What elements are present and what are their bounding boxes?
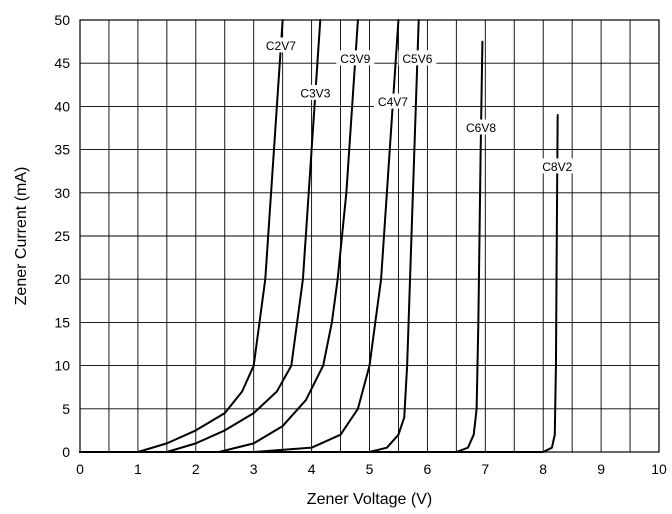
x-tick-labels: 0 1 2 3 4 5 6 7 8 9 10 bbox=[76, 461, 667, 477]
curves bbox=[79, 19, 559, 453]
x-tick-label-4: 4 bbox=[308, 461, 316, 477]
y-tick-label-4: 20 bbox=[54, 271, 70, 287]
y-tick-label-6: 30 bbox=[54, 185, 70, 201]
curve-c3v3 bbox=[79, 19, 322, 453]
curve-label-c3v9: C3V9 bbox=[340, 52, 370, 66]
y-tick-label-3: 15 bbox=[54, 314, 70, 330]
curve-label-group-c3v9: C3V9 bbox=[336, 50, 375, 66]
x-tick-label-8: 8 bbox=[539, 461, 547, 477]
grid bbox=[80, 20, 659, 452]
y-tick-labels: 0 5 10 15 20 25 30 35 40 45 50 bbox=[54, 12, 70, 460]
y-tick-label-0: 0 bbox=[62, 444, 70, 460]
curve-c8v2 bbox=[79, 114, 559, 453]
y-tick-label-7: 35 bbox=[54, 142, 70, 158]
y-tick-label-10: 50 bbox=[54, 12, 70, 28]
curve-c6v8 bbox=[79, 40, 484, 453]
y-tick-label-2: 10 bbox=[54, 358, 70, 374]
x-tick-label-7: 7 bbox=[481, 461, 489, 477]
curve-c4v7 bbox=[79, 19, 400, 453]
curve-label-c6v8: C6V8 bbox=[466, 121, 496, 135]
curve-label-group-c6v8: C6V8 bbox=[462, 119, 501, 135]
x-tick-label-1: 1 bbox=[134, 461, 142, 477]
x-tick-label-5: 5 bbox=[366, 461, 374, 477]
curve-labels: C2V7 C3V3 C3V9 C4V7 C5V6 C6V8 C8V2 bbox=[261, 37, 577, 174]
plot-frame bbox=[79, 19, 660, 453]
x-tick-label-0: 0 bbox=[76, 461, 84, 477]
curve-label-group-c5v6: C5V6 bbox=[398, 50, 437, 66]
y-tick-label-5: 25 bbox=[54, 228, 70, 244]
curve-c5v6 bbox=[79, 19, 420, 453]
curve-label-bg bbox=[296, 84, 335, 100]
curve-label-bg bbox=[373, 93, 412, 109]
curve-label-group-c2v7: C2V7 bbox=[261, 37, 300, 53]
curve-label-bg bbox=[336, 50, 375, 66]
y-tick-label-8: 40 bbox=[54, 98, 70, 114]
x-tick-label-2: 2 bbox=[192, 461, 200, 477]
curve-label-bg bbox=[261, 37, 300, 53]
curve-c3v9 bbox=[79, 19, 359, 453]
curve-label-group-c4v7: C4V7 bbox=[373, 93, 412, 109]
y-axis-title: Zener Current (mA) bbox=[13, 167, 30, 306]
x-tick-label-9: 9 bbox=[597, 461, 605, 477]
x-axis-title: Zener Voltage (V) bbox=[307, 491, 432, 508]
x-tick-label-3: 3 bbox=[250, 461, 258, 477]
curve-label-c5v6: C5V6 bbox=[402, 52, 432, 66]
curve-label-group-c3v3: C3V3 bbox=[296, 84, 335, 100]
curve-label-c3v3: C3V3 bbox=[300, 86, 330, 100]
y-tick-label-1: 5 bbox=[62, 401, 70, 417]
curve-label-c2v7: C2V7 bbox=[266, 39, 296, 53]
curve-label-group-c8v2: C8V2 bbox=[538, 158, 577, 174]
y-tick-label-9: 45 bbox=[54, 55, 70, 71]
x-tick-label-10: 10 bbox=[651, 461, 667, 477]
curve-label-bg bbox=[538, 158, 577, 174]
curve-label-c8v2: C8V2 bbox=[542, 160, 572, 174]
curve-label-bg bbox=[398, 50, 437, 66]
x-tick-label-6: 6 bbox=[424, 461, 432, 477]
curve-label-bg bbox=[462, 119, 501, 135]
curve-label-c4v7: C4V7 bbox=[378, 95, 408, 109]
curve-c2v7 bbox=[79, 19, 284, 453]
